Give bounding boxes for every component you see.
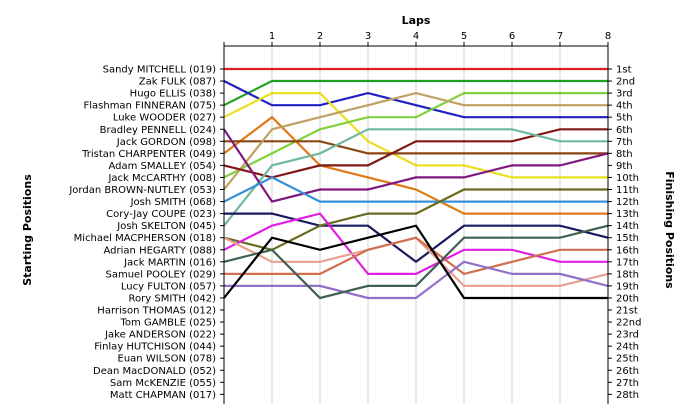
finishing-label: 4th [616, 101, 633, 112]
starting-label: Finlay HUTCHISON (044) [94, 342, 216, 353]
x-tick-label: 1 [269, 31, 275, 42]
starting-label: Adrian HEGARTY (088) [104, 245, 217, 256]
series-line-3 [223, 80, 608, 119]
starting-label: Tom GAMBLE (025) [120, 318, 217, 329]
series-line-5 [223, 91, 608, 179]
finishing-label: 12th [616, 197, 639, 208]
series-line-15 [223, 212, 608, 275]
starting-label: Luke WOODER (027) [113, 113, 216, 124]
axes [220, 42, 612, 404]
starting-label: Dean MacDONALD (052) [93, 366, 216, 377]
x-tick-label: 5 [461, 31, 467, 42]
starting-label: Hugo ELLIS (038) [130, 89, 216, 100]
finishing-label: 18th [616, 269, 639, 280]
starting-label: Zak FULK (087) [139, 77, 216, 88]
starting-label: Jack GORDON (098) [116, 137, 216, 148]
right-axis-title: Finishing Positions [663, 171, 676, 289]
finishing-label: 9th [616, 161, 633, 172]
starting-label: Flashman FINNERAN (075) [83, 101, 216, 112]
left-axis-title: Starting Positions [21, 174, 34, 286]
starting-label: Cory-Jay COUPE (023) [106, 209, 216, 220]
finishing-label: 28th [616, 390, 639, 401]
finishing-label: 5th [616, 113, 633, 124]
series-line-4 [223, 91, 608, 179]
series-line-20 [223, 224, 608, 300]
starting-label: Bradley PENNELL (024) [100, 125, 216, 136]
series-line-9 [223, 128, 608, 179]
finishing-label: 23rd [616, 330, 639, 341]
starting-label: Jordan BROWN-NUTLEY (053) [68, 185, 216, 196]
finishing-label: 14th [616, 221, 639, 232]
series-line-6 [223, 115, 608, 215]
series-line-13 [224, 212, 609, 264]
starting-label: Josh SKELTON (045) [116, 221, 216, 232]
finishing-label: 1st [616, 65, 632, 76]
x-tick-label: 3 [365, 31, 371, 42]
finishing-label: 17th [616, 257, 639, 268]
finishing-label: 8th [616, 149, 633, 160]
finishing-label: 16th [616, 245, 639, 256]
starting-label: Lucy FULTON (057) [121, 281, 216, 292]
starting-label: Euan WILSON (078) [118, 354, 217, 365]
starting-label: Tristan CHARPENTER (049) [81, 149, 216, 160]
finishing-label: 6th [616, 125, 633, 136]
series-line-10 [223, 128, 608, 227]
starting-position-labels: Sandy MITCHELL (019)Zak FULK (087)Hugo E… [68, 65, 216, 401]
finishing-position-labels: 1st2nd3rd4th5th6th7th8th9th10th11th12th1… [616, 65, 641, 401]
starting-label: Rory SMITH (042) [129, 293, 217, 304]
starting-label: Michael MACPHERSON (018) [74, 233, 216, 244]
starting-label: Sandy MITCHELL (019) [103, 65, 216, 76]
starting-label: Jack McCARTHY (008) [107, 173, 216, 184]
finishing-label: 19th [616, 281, 639, 292]
x-tick-label: 6 [509, 31, 515, 42]
starting-label: Sam McKENZIE (055) [110, 378, 216, 389]
x-tick-label: 4 [413, 31, 419, 42]
starting-label: Jake ANDERSON (022) [104, 330, 216, 341]
x-tick-labels: 1 2 3 4 5 6 7 8 [269, 31, 611, 42]
series-line-2 [223, 79, 608, 107]
starting-label: Matt CHAPMAN (017) [110, 390, 216, 401]
starting-label: Samuel POOLEY (029) [105, 269, 216, 280]
series-line-19 [223, 224, 609, 300]
finishing-label: 13th [616, 209, 639, 220]
finishing-label: 22nd [616, 318, 641, 329]
starting-label: Jack MARTIN (016) [123, 257, 216, 268]
series-line-8 [223, 91, 608, 191]
x-tick-label: 8 [605, 31, 611, 42]
finishing-label: 25th [616, 354, 639, 365]
finishing-label: 11th [616, 185, 639, 196]
finishing-label: 20th [616, 293, 639, 304]
finishing-label: 7th [616, 137, 633, 148]
starting-label: Adam SMALLEY (054) [108, 161, 216, 172]
x-tick-label: 2 [317, 31, 323, 42]
finishing-label: 27th [616, 378, 639, 389]
finishing-label: 24th [616, 342, 639, 353]
x-tick-label: 7 [557, 31, 563, 42]
chart-title: Laps [402, 14, 431, 27]
series-line-7 [224, 140, 608, 155]
series-line-17 [224, 236, 608, 276]
finishing-label: 15th [616, 233, 639, 244]
series-line-11 [223, 128, 609, 203]
finishing-label: 26th [616, 366, 639, 377]
series-line-18 [224, 260, 609, 300]
starting-label: Harrison THOMAS (012) [97, 306, 216, 317]
finishing-label: 21st [616, 306, 638, 317]
finishing-label: 3rd [616, 89, 633, 100]
series-lines [223, 67, 609, 300]
finishing-label: 10th [616, 173, 639, 184]
finishing-label: 2nd [616, 77, 635, 88]
series-line-12 [223, 176, 608, 203]
starting-label: Josh SMITH (068) [130, 197, 217, 208]
